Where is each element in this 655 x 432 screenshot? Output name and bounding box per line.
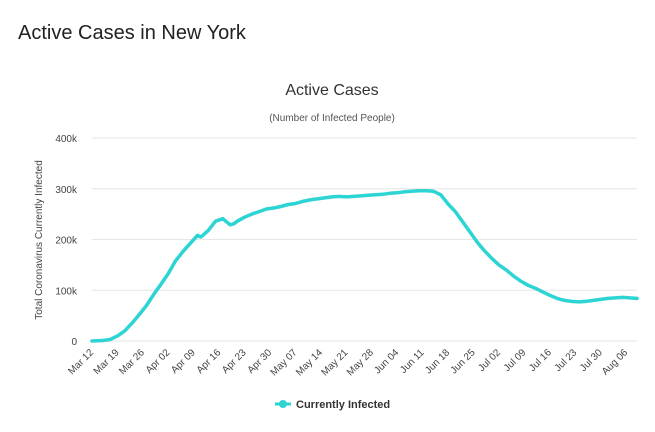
y-tick-label: 100k bbox=[55, 286, 78, 297]
x-tick-label: Jun 11 bbox=[398, 347, 427, 376]
x-tick-label: Jul 09 bbox=[502, 347, 529, 374]
x-tick-label: Jul 16 bbox=[527, 347, 554, 374]
x-tick-label: May 14 bbox=[294, 347, 325, 378]
page-title: Active Cases in New York bbox=[18, 22, 246, 44]
x-tick-label: May 28 bbox=[345, 347, 376, 378]
x-tick-label: Mar 26 bbox=[117, 347, 147, 377]
x-tick-label: Aug 06 bbox=[600, 347, 630, 377]
x-tick-label: Jul 23 bbox=[553, 347, 580, 374]
grid-lines bbox=[92, 137, 637, 342]
chart-title: Active Cases bbox=[285, 82, 378, 99]
x-tick-label: Jun 18 bbox=[423, 347, 452, 376]
x-tick-label: Jun 04 bbox=[372, 347, 401, 376]
legend-label: Currently Infected bbox=[296, 399, 390, 411]
x-tick-label: Jul 02 bbox=[476, 347, 503, 374]
x-tick-label: Apr 16 bbox=[195, 347, 224, 376]
y-axis-ticks: 0 100k 200k 300k 400k bbox=[55, 134, 78, 348]
x-tick-label: Apr 09 bbox=[169, 347, 198, 376]
legend-marker-dot bbox=[279, 400, 287, 408]
x-tick-label: Mar 19 bbox=[92, 347, 122, 377]
x-tick-label: Apr 23 bbox=[220, 347, 249, 376]
x-tick-label: May 07 bbox=[269, 347, 300, 378]
x-tick-label: Jun 25 bbox=[449, 347, 478, 376]
series-group bbox=[90, 189, 639, 343]
series-line-currently-infected[interactable] bbox=[90, 189, 639, 343]
y-axis-label: Total Coronavirus Currently Infected bbox=[34, 160, 45, 320]
x-tick-label: Mar 12 bbox=[66, 347, 96, 377]
legend[interactable]: Currently Infected bbox=[275, 399, 390, 411]
y-tick-label: 300k bbox=[55, 185, 78, 196]
y-tick-label: 0 bbox=[71, 337, 77, 348]
x-tick-label: May 21 bbox=[319, 347, 350, 378]
chart-subtitle: (Number of Infected People) bbox=[269, 113, 395, 124]
y-tick-label: 400k bbox=[55, 134, 78, 145]
y-tick-label: 200k bbox=[55, 236, 78, 247]
x-tick-label: Apr 02 bbox=[144, 347, 173, 376]
